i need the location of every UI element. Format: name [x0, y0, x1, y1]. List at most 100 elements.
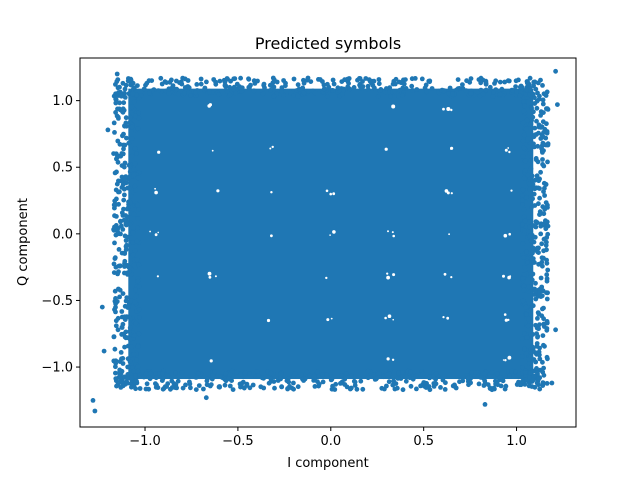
scatter-point	[534, 245, 540, 251]
scatter-point	[522, 264, 528, 270]
scatter-point	[526, 181, 532, 187]
scatter-point	[535, 220, 540, 226]
scatter-point	[528, 166, 534, 172]
scatter-point-cloud	[128, 88, 534, 380]
scatter-point	[335, 85, 341, 91]
scatter-point	[135, 175, 141, 181]
scatter-point	[381, 374, 386, 380]
scatter-point	[120, 291, 126, 296]
scatter-point	[532, 384, 538, 390]
scatter-point	[530, 91, 536, 97]
scatter-point	[539, 146, 544, 152]
x-tick-label: 0.5	[413, 434, 434, 449]
scatter-point	[464, 78, 469, 84]
scatter-point	[114, 71, 120, 77]
scatter-point	[524, 117, 530, 123]
axes-layer: −1.0 −0.5 0.0 0.5 1.0 −1.0 −0.5 0.0 0.5 1.0	[41, 94, 526, 449]
scatter-point	[529, 173, 535, 179]
scatter-point	[122, 233, 128, 239]
scatter-point	[524, 335, 530, 340]
scatter-point	[480, 91, 486, 97]
scatter-point	[531, 373, 537, 379]
scatter-point	[141, 374, 147, 380]
scatter-point	[112, 256, 118, 261]
cluster-gap	[391, 358, 395, 361]
scatter-point	[534, 118, 539, 124]
scatter-point	[133, 187, 139, 193]
scatter-point	[392, 81, 398, 87]
scatter-point	[133, 293, 139, 299]
cluster-gap	[216, 189, 220, 193]
scatter-point	[534, 331, 539, 336]
scatter-point	[113, 202, 119, 207]
cluster-gap	[384, 147, 388, 151]
scatter-point	[527, 186, 533, 192]
scatter-point	[520, 187, 526, 193]
scatter-point	[524, 249, 529, 255]
scatter-point	[112, 224, 117, 230]
cluster-gap	[269, 147, 272, 150]
scatter-point	[258, 384, 264, 390]
scatter-point	[527, 375, 532, 380]
scatter-point	[320, 372, 326, 377]
cluster-gap	[209, 359, 213, 363]
scatter-point	[478, 375, 484, 380]
scatter-point	[114, 299, 120, 304]
scatter-point	[129, 375, 135, 381]
scatter-point	[116, 178, 121, 184]
scatter-point	[251, 88, 257, 94]
scatter-point	[489, 370, 495, 375]
scatter-point	[540, 369, 546, 375]
scatter-point	[541, 342, 546, 348]
cluster-gap	[386, 357, 390, 361]
scatter-point	[532, 125, 538, 131]
plot-frame	[79, 57, 577, 428]
scatter-point	[524, 195, 529, 200]
scatter-point	[545, 223, 551, 229]
scatter-point	[132, 146, 138, 151]
scatter-point	[342, 376, 348, 382]
scatter-point	[468, 76, 474, 81]
scatter-point	[136, 206, 141, 212]
scatter-point	[540, 333, 546, 338]
cluster-gap	[504, 359, 507, 362]
scatter-point	[537, 290, 542, 295]
scatter-point	[113, 82, 118, 87]
y-tick-label: −1.0	[41, 361, 73, 376]
cluster-gap	[450, 108, 453, 112]
scatter-point	[377, 88, 383, 93]
scatter-point	[516, 77, 521, 83]
scatter-point	[531, 141, 536, 147]
scatter-point	[129, 136, 135, 141]
scatter-point	[131, 167, 137, 172]
scatter-point	[540, 263, 545, 269]
cluster-gap	[386, 272, 389, 275]
scatter-point	[403, 374, 409, 380]
scatter-point	[545, 267, 551, 273]
cluster-gap	[391, 231, 394, 234]
scatter-point	[224, 76, 230, 81]
scatter-point	[113, 264, 119, 270]
scatter-point	[430, 374, 436, 380]
scatter-point	[129, 384, 135, 389]
scatter-point	[360, 386, 366, 392]
scatter-point	[255, 78, 260, 84]
scatter-point	[340, 87, 346, 93]
scatter-point	[173, 370, 178, 376]
cluster-gap	[208, 275, 212, 279]
scatter-point	[525, 323, 531, 329]
cluster-gap	[384, 316, 387, 320]
scatter-point	[135, 278, 141, 284]
scatter-point	[159, 81, 165, 87]
scatter-point	[111, 358, 117, 364]
scatter-point	[147, 371, 153, 376]
x-tick-label: −0.5	[222, 434, 254, 449]
points-layer	[90, 68, 560, 414]
scatter-point	[424, 89, 429, 95]
scatter-point	[532, 203, 538, 208]
scatter-point	[520, 222, 525, 227]
scatter-point	[121, 146, 126, 152]
scatter-point	[519, 193, 525, 198]
scatter-point	[525, 136, 531, 142]
scatter-point	[524, 80, 530, 86]
